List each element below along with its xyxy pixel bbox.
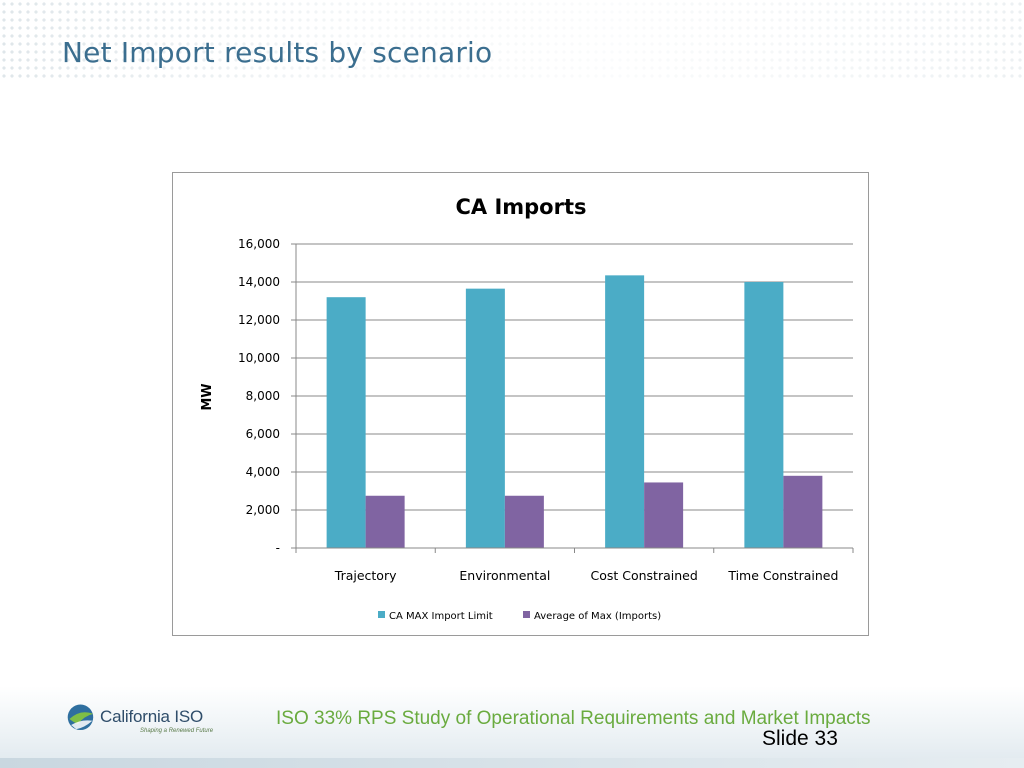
bar-chart: CA Imports MW - 2,000 4,000 6,000 8,000 10,00…	[200, 195, 854, 622]
y-tick-label: 12,000	[238, 313, 280, 327]
chart-title: CA Imports	[455, 195, 586, 219]
y-axis-label: MW	[200, 383, 215, 410]
footer-text: ISO 33% RPS Study of Operational Require…	[276, 708, 871, 729]
legend: CA MAX Import Limit Average of Max (Impor…	[378, 611, 661, 622]
california-iso-logo-icon	[67, 704, 94, 731]
bar-ca-max-import-limit	[744, 282, 784, 548]
header-dot-pattern	[0, 0, 1024, 78]
footer-band	[0, 686, 1024, 768]
bar-ca-max-import-limit	[605, 275, 645, 548]
bar-average-of-max-imports	[644, 482, 684, 548]
axes: - 2,000 4,000 6,000 8,000 10,000 12,000 14,000 1…	[238, 237, 854, 583]
bar-ca-max-import-limit	[326, 297, 366, 548]
slide-title: Net Import results by scenario	[62, 36, 493, 69]
bar-ca-max-import-limit	[465, 288, 505, 548]
legend-label: CA MAX Import Limit	[389, 611, 493, 622]
bar-average-of-max-imports	[504, 495, 544, 548]
y-tick-label: 16,000	[238, 237, 280, 251]
footer-stripe	[0, 758, 1024, 768]
bars	[326, 275, 823, 548]
logo-name: California ISO	[100, 707, 204, 726]
y-tick-label: 4,000	[246, 465, 280, 479]
bar-average-of-max-imports	[783, 475, 823, 548]
x-category-label: Cost Constrained	[590, 568, 697, 583]
y-tick-label: 6,000	[246, 427, 280, 441]
y-tick-label: 2,000	[246, 503, 280, 517]
legend-swatch	[523, 611, 530, 618]
y-tick-label: 8,000	[246, 389, 280, 403]
logo-tagline: Shaping a Renewed Future	[140, 728, 214, 734]
y-tick-label: 14,000	[238, 275, 280, 289]
y-tick-label: -	[276, 541, 280, 555]
y-tick-label: 10,000	[238, 351, 280, 365]
x-category-label: Time Constrained	[727, 568, 838, 583]
slide-number: Slide 33	[762, 727, 838, 750]
bar-average-of-max-imports	[365, 495, 405, 548]
legend-label: Average of Max (Imports)	[534, 611, 661, 622]
x-category-label: Trajectory	[334, 568, 397, 583]
legend-swatch	[378, 611, 385, 618]
x-category-label: Environmental	[459, 568, 550, 583]
chart-container: CA Imports MW - 2,000 4,000 6,000 8,000 10,00…	[172, 172, 869, 636]
